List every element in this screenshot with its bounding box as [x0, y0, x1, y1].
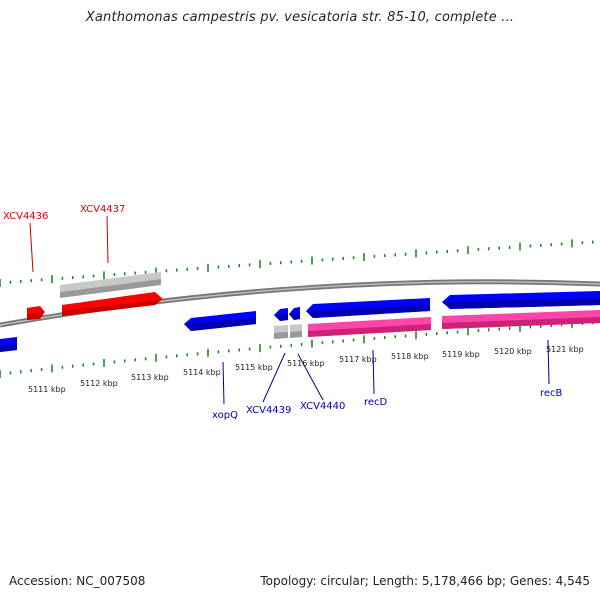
gene-xcv4437[interactable]	[62, 292, 163, 316]
gene-label-recb: recB	[540, 388, 563, 399]
gene-xcv4440-grey[interactable]	[290, 324, 302, 338]
gene-label-xcv4439: XCV4439	[246, 405, 291, 416]
gene-xcv4440[interactable]	[289, 307, 300, 320]
gene-labels: XCV4436 XCV4437 xopQ XCV4439 XCV4440 rec…	[3, 204, 563, 421]
scale-label: 5116 kbp	[287, 359, 325, 368]
gene-label-recd: recD	[364, 397, 388, 408]
gene-xopq[interactable]	[184, 311, 256, 331]
gene-xcv4437-grey[interactable]	[60, 272, 161, 298]
gene-xcv4439-grey[interactable]	[274, 325, 288, 339]
gene-recb-pink[interactable]	[442, 310, 600, 329]
gene-label-xopq: xopQ	[212, 410, 238, 421]
scale-label: 5119 kbp	[442, 350, 480, 359]
gene-recd[interactable]	[306, 298, 430, 318]
scale-label: 5117 kbp	[339, 355, 377, 364]
scale-label: 5115 kbp	[235, 363, 273, 372]
inner-tick-row	[0, 320, 594, 378]
scale-label: 5114 kbp	[183, 368, 221, 377]
gene-xcv4435-partial[interactable]	[0, 337, 17, 352]
page-title: Xanthomonas campestris pv. vesicatoria s…	[85, 10, 515, 25]
accession-label: Accession: NC_007508	[9, 574, 146, 588]
scale-label: 5121 kbp	[546, 345, 584, 354]
gene-xcv4436[interactable]	[27, 306, 45, 320]
gene-recb[interactable]	[442, 291, 600, 309]
gene-label-xcv4436: XCV4436	[3, 211, 48, 222]
scale-label: 5112 kbp	[80, 379, 118, 388]
label-leaders	[29, 215, 550, 405]
scale-labels: 5111 kbp 5112 kbp 5113 kbp 5114 kbp 5115…	[28, 345, 584, 394]
gene-label-xcv4437: XCV4437	[80, 204, 125, 215]
gene-label-xcv4440: XCV4440	[300, 401, 345, 412]
scale-label: 5120 kbp	[494, 347, 532, 356]
genome-summary: Topology: circular; Length: 5,178,466 bp…	[260, 574, 590, 588]
gene-recd-pink[interactable]	[308, 317, 431, 337]
scale-label: 5111 kbp	[28, 385, 66, 394]
gene-xcv4439[interactable]	[274, 308, 288, 321]
outer-tick-row	[0, 239, 594, 287]
scale-label: 5113 kbp	[131, 373, 169, 382]
scale-label: 5118 kbp	[391, 352, 429, 361]
